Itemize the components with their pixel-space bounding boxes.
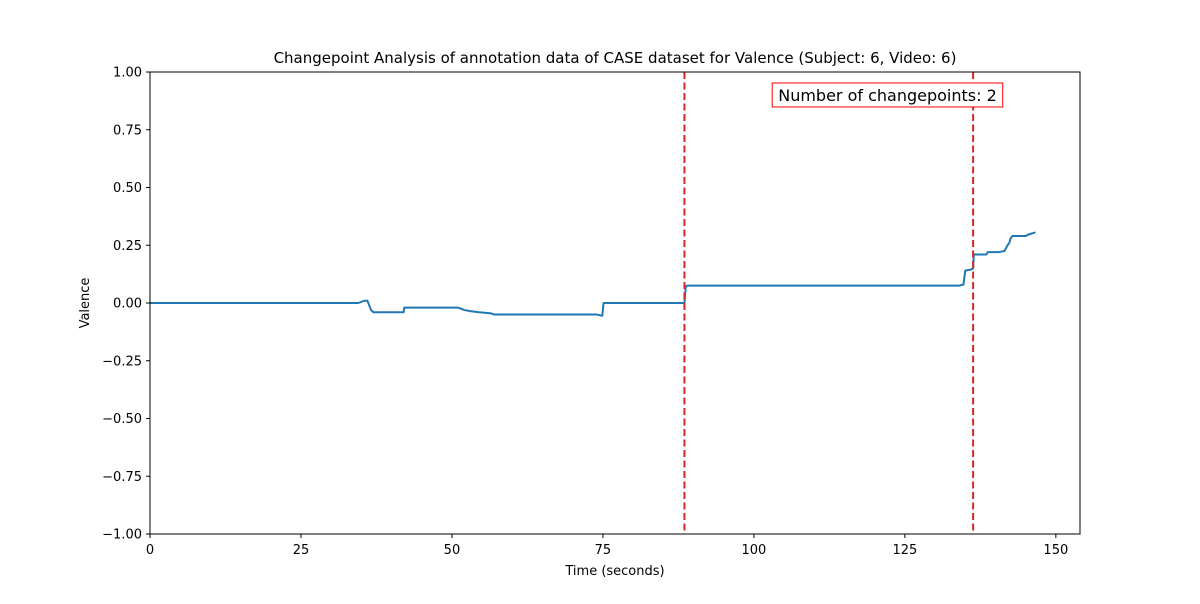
x-tick-label: 50 bbox=[444, 543, 461, 558]
x-tick-label: 0 bbox=[146, 543, 154, 558]
plot-area bbox=[149, 72, 1036, 534]
annotation-frame bbox=[771, 82, 1004, 108]
changepoint-count-annotation: Number of changepoints: 2 bbox=[778, 86, 997, 105]
x-tick-label: 25 bbox=[293, 543, 310, 558]
y-tick-label: 0.75 bbox=[113, 123, 142, 138]
x-tick-label: 125 bbox=[892, 543, 917, 558]
y-tick-label: −0.50 bbox=[102, 412, 142, 427]
x-axis: 0 25 50 75 100 125 150 bbox=[146, 534, 1068, 558]
y-tick-label: 0.50 bbox=[113, 181, 142, 196]
y-tick-label: 1.00 bbox=[113, 66, 142, 81]
x-tick-label: 75 bbox=[595, 543, 612, 558]
annotation-box: Number of changepoints: 2 bbox=[771, 82, 1004, 108]
y-axis-label: Valence bbox=[78, 278, 93, 329]
y-tick-label: 0.00 bbox=[113, 297, 142, 312]
y-tick-label: −1.00 bbox=[102, 528, 142, 543]
x-axis-label: Time (seconds) bbox=[564, 564, 664, 579]
y-tick-label: −0.25 bbox=[102, 354, 142, 369]
y-tick-label: 0.25 bbox=[113, 239, 142, 254]
y-axis: −1.00 −0.75 −0.50 −0.25 0.00 0.25 0.50 0.75 1.00 bbox=[102, 66, 150, 543]
y-tick-label: −0.75 bbox=[102, 470, 142, 485]
chart-title: Changepoint Analysis of annotation data … bbox=[274, 49, 957, 67]
x-tick-label: 150 bbox=[1043, 543, 1068, 558]
x-tick-label: 100 bbox=[741, 543, 766, 558]
